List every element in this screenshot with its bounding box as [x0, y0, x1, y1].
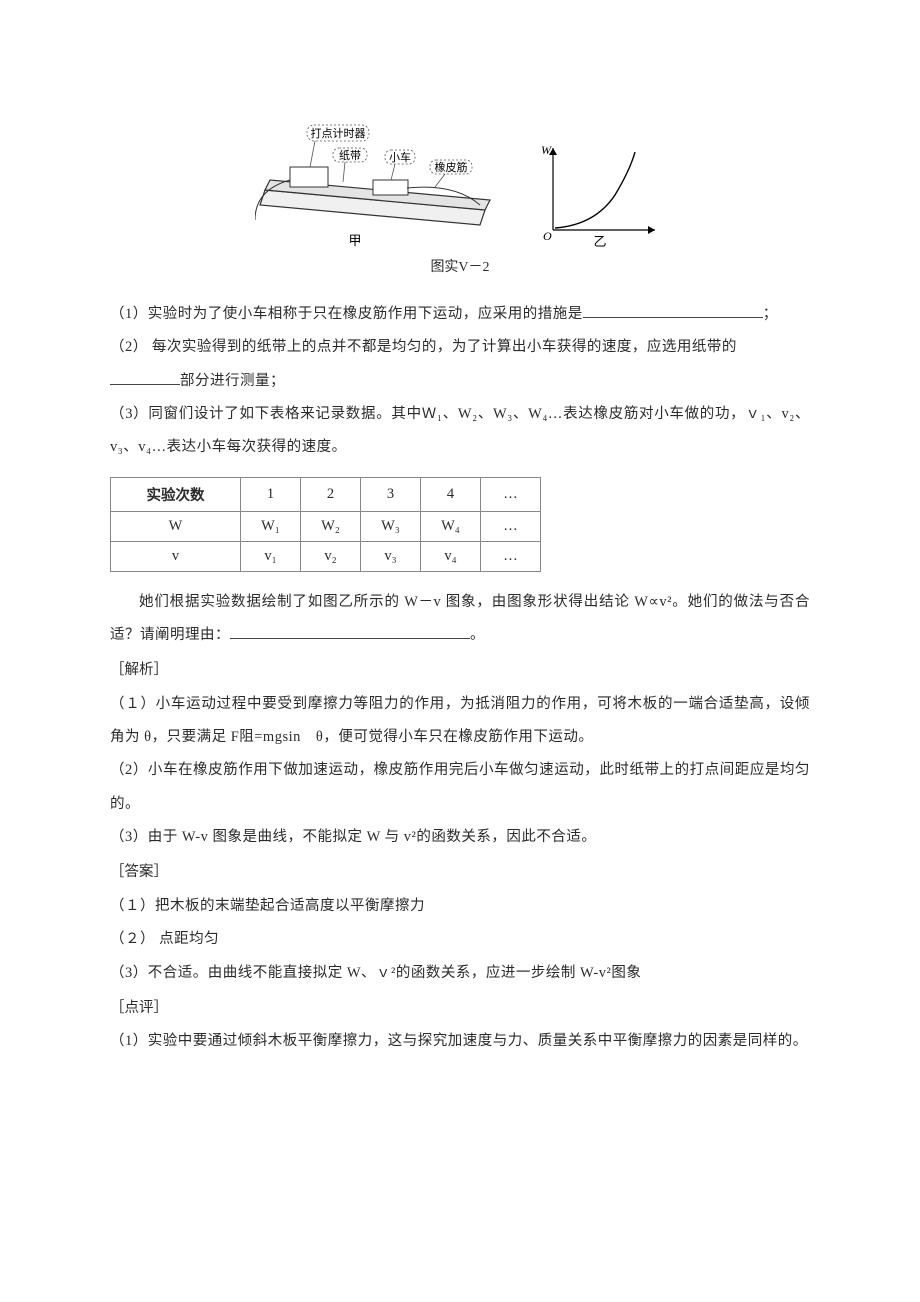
table-cell: 实验次数 [111, 477, 241, 511]
table-cell: W₁ [241, 511, 301, 541]
table-row: W W₁ W₂ W₃ W₄ … [111, 511, 541, 541]
daan-1: （１）把木板的末端垫起合适高度以平衡摩擦力 [110, 890, 810, 923]
q2-blank [110, 369, 180, 385]
q3-after: 她们根据实验数据绘制了如图乙所示的 W－v 图象，由图象形状得出结论 W∝v²。… [110, 586, 810, 653]
q1-blank [583, 302, 763, 318]
dianping-label: ［点评］ [110, 992, 810, 1025]
figure-caption: 图实V－2 [110, 256, 810, 276]
label-jia: 甲 [348, 233, 361, 248]
table-cell: v₄ [421, 541, 481, 571]
wv-chart: W O 乙 [535, 140, 665, 250]
table-cell: v [111, 541, 241, 571]
table-cell: 2 [301, 477, 361, 511]
q1-text: （1）实验时为了使小车相称于只在橡皮筋作用下运动，应采用的措施是 [110, 306, 583, 322]
table-cell: 1 [241, 477, 301, 511]
label-timer: 打点计时器 [311, 126, 366, 140]
q3-after-end: 。 [470, 627, 485, 643]
label-yi: 乙 [593, 234, 606, 249]
q3-intro: （3）同窗们设计了如下表格来记录数据。其中Ｗ₁、W₂、W₃、W₄…表达橡皮筋对小… [110, 398, 810, 465]
figure-area: 打点计时器 纸带 小车 橡皮筋 甲 W O 乙 [110, 120, 810, 250]
q2-end: 部分进行测量； [180, 373, 285, 389]
axis-w: W [541, 143, 552, 157]
table-cell: … [481, 511, 541, 541]
table-cell: 4 [421, 477, 481, 511]
axis-o: O [543, 229, 552, 243]
jiexi-3: （3）由于 W-v 图象是曲线，不能拟定 W 与 v²的函数关系，因此不合适。 [110, 821, 810, 854]
table-cell: v₁ [241, 541, 301, 571]
q2: （2） 每次实验得到的纸带上的点并不都是均匀的，为了计算出小车获得的速度，应选用… [110, 331, 810, 364]
label-tape: 纸带 [339, 149, 361, 162]
jiexi-1: （１）小车运动过程中要受到摩擦力等阻力的作用，为抵消阻力的作用，可将木板的一端合… [110, 688, 810, 755]
jiexi-label: ［解析］ [110, 654, 810, 687]
q1-end: ； [763, 306, 778, 322]
label-cart: 小车 [389, 150, 411, 164]
table-cell: 3 [361, 477, 421, 511]
table-cell: W₄ [421, 511, 481, 541]
table-cell: W₂ [301, 511, 361, 541]
daan-label: ［答案］ [110, 856, 810, 889]
table-cell: W₃ [361, 511, 421, 541]
table-cell: v₂ [301, 541, 361, 571]
daan-2: （２） 点距均匀 [110, 923, 810, 956]
table-cell: W [111, 511, 241, 541]
q2b: 部分进行测量； [110, 365, 810, 398]
q2-text: （2） 每次实验得到的纸带上的点并不都是均匀的，为了计算出小车获得的速度，应选用… [110, 339, 737, 355]
apparatus-diagram: 打点计时器 纸带 小车 橡皮筋 甲 [255, 120, 515, 250]
table-row: 实验次数 1 2 3 4 … [111, 477, 541, 511]
table-cell: … [481, 541, 541, 571]
table-cell: … [481, 477, 541, 511]
experiment-table: 实验次数 1 2 3 4 … W W₁ W₂ W₃ W₄ … v v₁ v₂ v… [110, 477, 541, 572]
table-row: v v₁ v₂ v₃ v₄ … [111, 541, 541, 571]
jiexi-2: （2）小车在橡皮筋作用下做加速运动，橡皮筋作用完后小车做匀速运动，此时纸带上的打… [110, 754, 810, 821]
table-cell: v₃ [361, 541, 421, 571]
q3-blank [230, 623, 470, 639]
label-rubber: 橡皮筋 [435, 160, 468, 174]
daan-3: （3）不合适。由曲线不能直接拟定 W、ｖ²的函数关系，应进一步绘制 W-v²图象 [110, 957, 810, 990]
dianping-1: （1）实验中要通过倾斜木板平衡摩擦力，这与探究加速度与力、质量关系中平衡摩擦力的… [110, 1025, 810, 1058]
q1: （1）实验时为了使小车相称于只在橡皮筋作用下运动，应采用的措施是 ； [110, 298, 810, 331]
